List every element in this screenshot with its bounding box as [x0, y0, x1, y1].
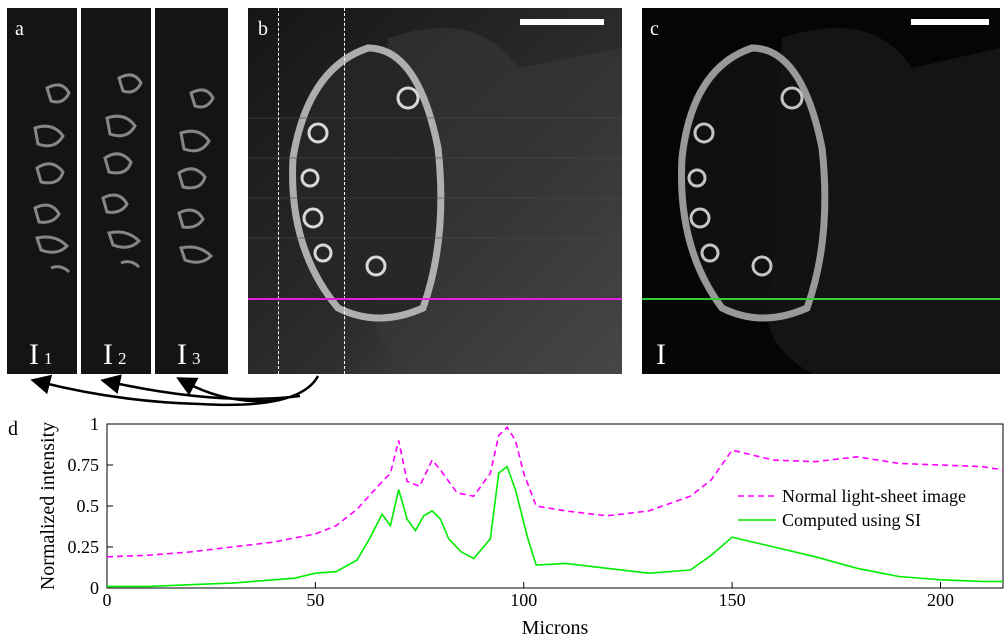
profile-line-magenta: [248, 298, 622, 300]
frame-2-index: 2: [118, 349, 127, 368]
panel-b: b: [248, 8, 622, 374]
profile-line-green: [642, 298, 1000, 300]
panel-b-letter: b: [258, 18, 268, 40]
legend-label-2: Computed using SI: [782, 510, 921, 530]
region-boundary-right: [344, 8, 345, 374]
y-tick-label: 0: [90, 578, 99, 598]
region-boundary-left: [278, 8, 279, 374]
panel-a-frame-3-image: [177, 88, 215, 264]
x-tick-label: 150: [719, 590, 746, 610]
x-tick-label: 50: [306, 590, 324, 610]
frame-2-symbol: I: [103, 338, 113, 371]
panel-a-frame-1-image: [33, 83, 71, 274]
y-tick-label: 0.75: [68, 455, 100, 475]
x-tick-label: 0: [103, 590, 112, 610]
frame-3-index: 3: [192, 349, 201, 368]
x-tick-label: 100: [510, 590, 537, 610]
panel-a-frame-2-image: [101, 73, 143, 269]
panel-b-image: [248, 8, 622, 374]
frame-1-index: 1: [44, 349, 53, 368]
series-line-2: [107, 465, 1003, 588]
panel-c-label: I: [656, 338, 666, 371]
scale-bar: [520, 19, 604, 25]
arrow-to-frame-1: [30, 374, 320, 407]
panel-c: c I: [642, 8, 1000, 374]
plot-legend: Normal light-sheet image Computed using S…: [738, 486, 966, 530]
panel-c-letter: c: [650, 18, 659, 40]
plot-axes: 0 50 100 150 200 0 0.25 0.5 0.75 1 Microns Normaliz…: [37, 414, 1004, 636]
y-axis-label: Normalized intensity: [37, 422, 59, 590]
plot-series: [106, 426, 1004, 588]
arrow-to-frame-2: [100, 374, 301, 401]
series-line-1: [106, 426, 1004, 558]
frame-1-symbol: I: [29, 338, 39, 371]
legend-label-1: Normal light-sheet image: [782, 486, 966, 506]
y-tick-label: 0.25: [68, 537, 100, 557]
panel-a-letter: a: [15, 18, 24, 40]
panel-c-image: [678, 28, 1000, 374]
panel-d-letter: d: [8, 418, 18, 440]
y-tick-label: 1: [90, 414, 99, 434]
x-axis-label: Microns: [522, 617, 589, 636]
x-tick-label: 200: [927, 590, 954, 610]
arrow-to-frame-3: [176, 377, 281, 403]
y-tick-label: 0.5: [77, 496, 100, 516]
scale-bar: [911, 19, 989, 25]
reference-arrows: [30, 374, 320, 407]
intensity-plot: 0 50 100 150 200 0 0.25 0.5 0.75 1 Microns Normaliz…: [37, 414, 1004, 636]
frame-3-symbol: I: [177, 338, 187, 371]
